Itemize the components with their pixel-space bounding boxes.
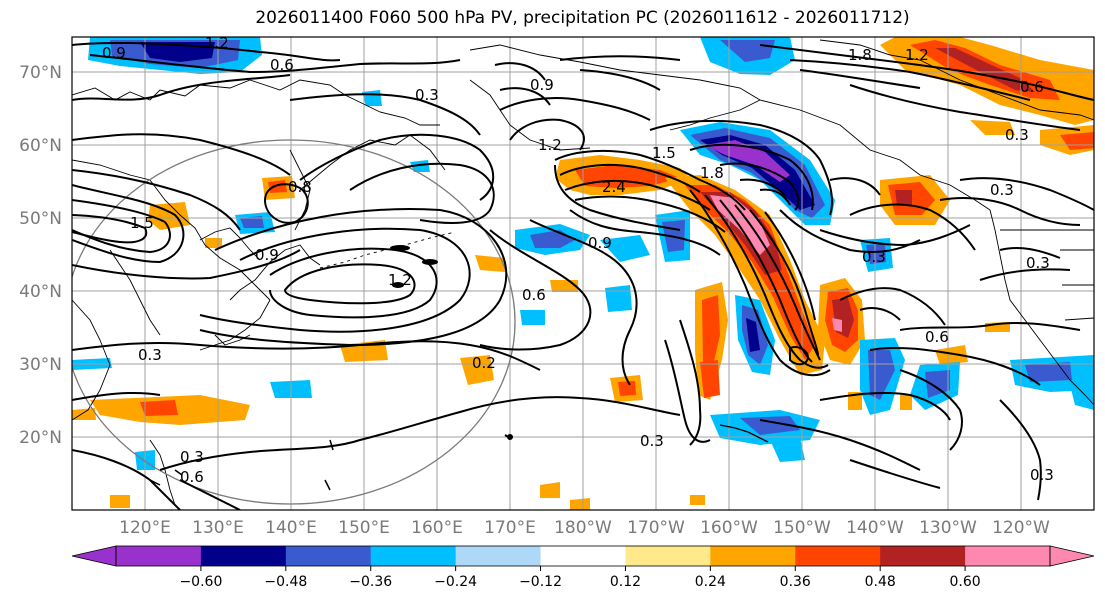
colorbar-tick-label: −0.60 bbox=[179, 574, 222, 590]
colorbar-segment bbox=[965, 546, 1051, 566]
domain-circle bbox=[72, 139, 516, 505]
lon-label: 160°E bbox=[411, 518, 463, 538]
lon-label: 140°E bbox=[265, 518, 317, 538]
lon-label: 150°W bbox=[773, 518, 831, 538]
colorbar-tick-label: −0.24 bbox=[434, 574, 477, 590]
colorbar-over-triangle bbox=[1049, 545, 1095, 567]
colorbar-tick-label: 0.48 bbox=[865, 574, 896, 590]
coastline-lines bbox=[72, 39, 1094, 506]
contour-label: 1.2 bbox=[538, 136, 562, 154]
contour-label: 1.5 bbox=[130, 214, 154, 232]
contour-label: 0.3 bbox=[415, 86, 439, 104]
lon-label: 150°E bbox=[338, 518, 390, 538]
pv-contours bbox=[72, 41, 1094, 510]
lon-label: 170°E bbox=[484, 518, 536, 538]
lon-label: 120°E bbox=[119, 518, 171, 538]
contour-label: 2.4 bbox=[602, 178, 626, 196]
colorbar-segment bbox=[625, 546, 711, 566]
contour-label: 0.8 bbox=[288, 178, 312, 196]
latitude-labels: 70°N 60°N 50°N 40°N 30°N 20°N bbox=[19, 63, 62, 448]
lon-label: 170°W bbox=[627, 518, 685, 538]
contour-label: 0.3 bbox=[180, 448, 204, 466]
colorbar-under-triangle bbox=[71, 545, 117, 567]
contour-label: 1.5 bbox=[652, 144, 676, 162]
lat-label: 20°N bbox=[19, 428, 62, 448]
lat-label: 50°N bbox=[19, 209, 62, 229]
map-frame bbox=[71, 36, 1095, 511]
lon-label: 130°W bbox=[919, 518, 977, 538]
colorbar-tick-label: 0.36 bbox=[780, 574, 811, 590]
lon-label: 160°W bbox=[700, 518, 758, 538]
contour-label: 0.9 bbox=[530, 76, 554, 94]
precip-shading bbox=[72, 37, 1094, 510]
contour-label: 0.6 bbox=[522, 286, 546, 304]
colorbar-frame bbox=[115, 545, 1051, 567]
lat-label: 60°N bbox=[19, 136, 62, 156]
contour-label: 1.8 bbox=[848, 46, 872, 64]
contour-label: 0.3 bbox=[1005, 126, 1029, 144]
contour-labels: 1.2 0.9 0.6 1.8 1.2 0.6 0.3 0.9 1.2 1.5 … bbox=[102, 34, 1054, 486]
contour-label: 0.3 bbox=[862, 248, 886, 266]
lat-label: 70°N bbox=[19, 63, 62, 83]
contour-label: 0.6 bbox=[925, 328, 949, 346]
small-features bbox=[390, 245, 513, 440]
colorbar: −0.60 −0.48 −0.36 −0.24 −0.12 0.12 0.24 0.36 0.4… bbox=[71, 545, 1095, 590]
colorbar-tick-label: 0.24 bbox=[695, 574, 726, 590]
contour-label: 0.6 bbox=[180, 468, 204, 486]
colorbar-tick-label: 0.60 bbox=[950, 574, 981, 590]
contour-label: 1.8 bbox=[700, 164, 724, 182]
contour-label: 1.2 bbox=[205, 34, 229, 52]
contour-label: 0.3 bbox=[138, 346, 162, 364]
contour-label: 1.2 bbox=[388, 271, 412, 289]
contour-label: 0.6 bbox=[1020, 78, 1044, 96]
lon-label: 180°W bbox=[554, 518, 612, 538]
contour-label: 0.3 bbox=[990, 181, 1014, 199]
lon-label: 130°E bbox=[192, 518, 244, 538]
contour-label: 0.2 bbox=[472, 354, 496, 372]
colorbar-segment bbox=[200, 546, 287, 566]
colorbar-segment bbox=[285, 546, 372, 566]
colorbar-segment bbox=[880, 546, 966, 566]
colorbar-segment bbox=[710, 546, 796, 566]
colorbar-segment bbox=[795, 546, 881, 566]
contour-label: 0.9 bbox=[102, 44, 126, 62]
lat-label: 40°N bbox=[19, 282, 62, 302]
contour-label: 0.3 bbox=[1026, 254, 1050, 272]
colorbar-tick-label: −0.36 bbox=[349, 574, 392, 590]
contour-label: 0.9 bbox=[588, 234, 612, 252]
contour-label: 0.9 bbox=[255, 246, 279, 264]
lat-label: 30°N bbox=[19, 355, 62, 375]
contour-label: 0.6 bbox=[270, 56, 294, 74]
contour-label: 1.2 bbox=[905, 46, 929, 64]
colorbar-segment bbox=[370, 546, 457, 566]
colorbar-segment bbox=[540, 546, 626, 566]
colorbar-tick-label: 0.12 bbox=[610, 574, 641, 590]
colorbar-segment bbox=[455, 546, 542, 566]
longitude-labels: 120°E 130°E 140°E 150°E 160°E 170°E 180°… bbox=[119, 518, 1050, 538]
colorbar-tick-label: −0.48 bbox=[264, 574, 307, 590]
colorbar-tick-label: −0.12 bbox=[519, 574, 562, 590]
contour-label: 0.3 bbox=[640, 432, 664, 450]
chart-title: 2026011400 F060 500 hPa PV, precipitatio… bbox=[255, 8, 910, 28]
lon-label: 120°W bbox=[992, 518, 1050, 538]
lon-label: 140°W bbox=[846, 518, 904, 538]
contour-label: 0.3 bbox=[1030, 466, 1054, 484]
colorbar-segment bbox=[116, 546, 202, 566]
